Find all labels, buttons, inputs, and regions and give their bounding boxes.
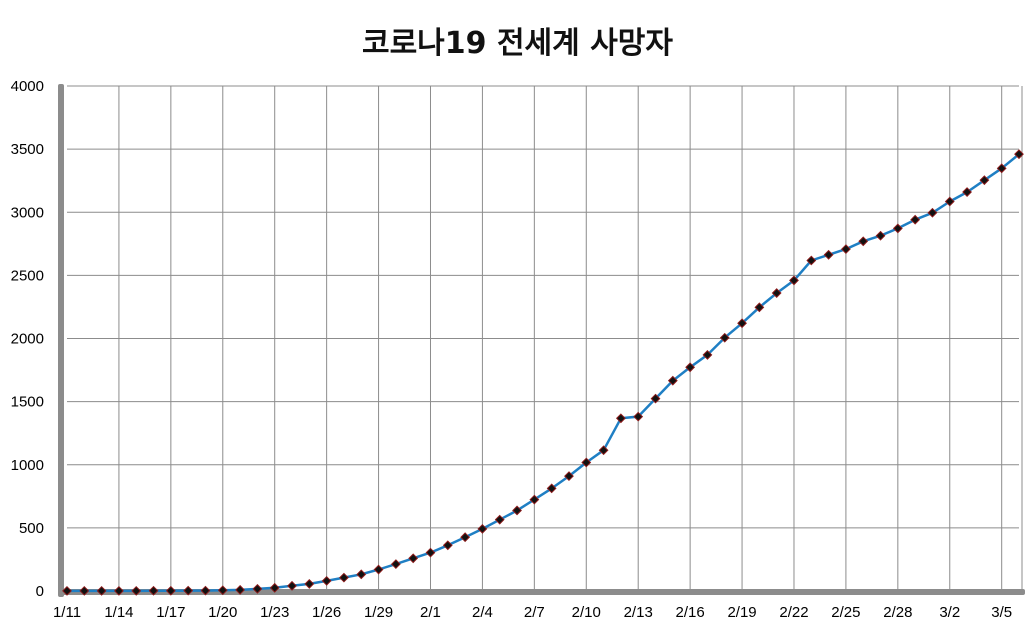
y-axis-wall bbox=[58, 84, 64, 597]
data-point bbox=[287, 580, 297, 591]
data-point bbox=[165, 585, 176, 596]
x-tick-label: 2/13 bbox=[624, 604, 653, 621]
y-tick-label: 2000 bbox=[11, 331, 44, 348]
data-point bbox=[685, 362, 696, 373]
series-line bbox=[67, 153, 1020, 593]
data-point bbox=[131, 585, 142, 596]
x-tick-label: 1/20 bbox=[208, 604, 237, 621]
data-point bbox=[62, 585, 72, 596]
data-point bbox=[148, 585, 159, 596]
data-point bbox=[979, 175, 990, 186]
data-point bbox=[512, 505, 522, 516]
x-axis-tick-labels: 1/11 1/14 1/17 1/20 1/23 1/26 1/29 2/1 2/4 2/7 2/1… bbox=[53, 604, 1012, 621]
data-point bbox=[79, 585, 90, 596]
x-tick-label: 1/23 bbox=[260, 604, 289, 621]
x-tick-label: 2/10 bbox=[572, 604, 601, 621]
data-point bbox=[425, 547, 436, 558]
data-point bbox=[719, 332, 730, 343]
x-tick-label: 2/1 bbox=[420, 604, 441, 621]
x-tick-label: 1/11 bbox=[53, 604, 81, 621]
data-point bbox=[408, 553, 419, 564]
data-point bbox=[754, 302, 765, 313]
data-point bbox=[96, 585, 107, 596]
data-point bbox=[875, 230, 886, 241]
y-tick-label: 500 bbox=[19, 520, 44, 537]
data-point bbox=[529, 494, 540, 505]
data-point bbox=[1014, 149, 1024, 160]
data-point bbox=[339, 572, 349, 583]
x-tick-label: 2/7 bbox=[524, 604, 545, 621]
y-tick-label: 3000 bbox=[11, 204, 44, 221]
data-point bbox=[269, 582, 280, 593]
data-point bbox=[235, 584, 245, 595]
y-tick-label: 0 bbox=[36, 583, 44, 600]
y-tick-label: 1000 bbox=[11, 457, 44, 474]
data-point bbox=[633, 411, 644, 422]
x-tick-label: 3/2 bbox=[939, 604, 960, 621]
data-point bbox=[356, 569, 367, 580]
data-point bbox=[944, 196, 955, 207]
data-point bbox=[460, 532, 471, 543]
data-point bbox=[598, 445, 609, 456]
y-tick-label: 2500 bbox=[11, 267, 44, 284]
data-point bbox=[581, 457, 592, 468]
data-point bbox=[183, 585, 194, 596]
gridlines bbox=[67, 85, 1023, 591]
x-tick-label: 2/16 bbox=[676, 604, 705, 621]
x-tick-label: 2/28 bbox=[883, 604, 912, 621]
data-point bbox=[477, 523, 488, 534]
chart-title: 코로나19 전세계 사망자 bbox=[361, 26, 674, 61]
y-tick-label: 1500 bbox=[11, 394, 44, 411]
data-point bbox=[806, 255, 817, 266]
series-markers bbox=[62, 149, 1024, 596]
y-tick-label: 4000 bbox=[11, 78, 44, 95]
data-point bbox=[494, 514, 505, 525]
data-point bbox=[442, 540, 453, 551]
data-point bbox=[858, 236, 869, 247]
data-point bbox=[823, 249, 834, 260]
x-axis-floor bbox=[58, 589, 1025, 595]
data-point bbox=[564, 471, 574, 482]
data-point bbox=[892, 223, 903, 234]
data-point bbox=[321, 575, 332, 586]
data-point bbox=[667, 375, 678, 386]
data-point bbox=[650, 393, 661, 404]
data-point bbox=[927, 207, 938, 218]
data-point bbox=[996, 163, 1007, 174]
data-point bbox=[217, 585, 228, 596]
x-tick-label: 2/4 bbox=[472, 604, 493, 621]
x-tick-label: 2/22 bbox=[779, 604, 808, 621]
x-tick-label: 1/26 bbox=[312, 604, 341, 621]
data-point bbox=[962, 187, 972, 197]
data-point bbox=[789, 275, 799, 286]
x-tick-label: 1/29 bbox=[364, 604, 393, 621]
x-tick-label: 2/25 bbox=[831, 604, 860, 621]
data-point bbox=[841, 244, 851, 255]
x-tick-label: 2/19 bbox=[727, 604, 756, 621]
y-tick-label: 3500 bbox=[11, 141, 44, 158]
data-point bbox=[114, 585, 124, 596]
x-tick-label: 1/14 bbox=[104, 604, 133, 621]
data-point bbox=[546, 483, 557, 494]
data-point bbox=[910, 214, 921, 225]
data-point bbox=[737, 318, 747, 329]
data-point bbox=[304, 579, 315, 589]
data-point bbox=[702, 350, 713, 360]
data-point bbox=[390, 559, 401, 570]
data-point bbox=[373, 564, 384, 575]
data-point bbox=[252, 583, 263, 594]
axes bbox=[58, 84, 1025, 597]
x-tick-label: 1/17 bbox=[156, 604, 185, 621]
series-line-path bbox=[67, 153, 1020, 593]
data-point bbox=[771, 288, 782, 298]
y-axis-tick-labels: 0 500 1000 1500 2000 2500 3000 3500 4000 bbox=[11, 78, 44, 600]
data-point bbox=[200, 585, 211, 596]
data-point bbox=[615, 413, 626, 424]
x-tick-label: 3/5 bbox=[991, 604, 1012, 621]
